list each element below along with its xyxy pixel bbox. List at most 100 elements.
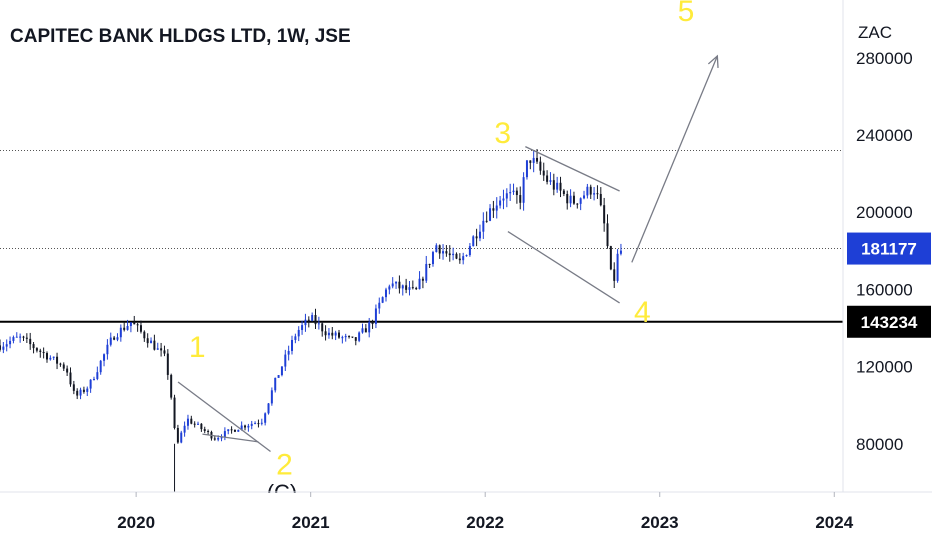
candle-body	[519, 195, 522, 203]
candle-body	[532, 157, 535, 163]
candle-body	[405, 285, 408, 290]
candle-body	[327, 332, 330, 336]
trend-line	[177, 381, 271, 453]
candle-body	[203, 429, 206, 431]
candle-body	[72, 384, 75, 391]
x-tick-label: 2024	[815, 513, 853, 532]
candle-body	[176, 427, 179, 443]
candle-body	[435, 245, 438, 253]
candle-body	[139, 325, 142, 332]
candle-body	[250, 423, 253, 426]
candle-body	[146, 338, 149, 344]
candle-body	[42, 351, 45, 354]
projection-arrow	[631, 55, 718, 263]
candle-body	[311, 315, 314, 321]
candle-body	[337, 332, 340, 338]
projection-arrow-head	[707, 54, 719, 68]
candle-body	[425, 263, 428, 281]
candle-body	[428, 263, 431, 265]
trend-line	[202, 433, 259, 443]
wave-label: 2	[276, 449, 293, 482]
candle-body	[599, 193, 602, 206]
candle-body	[207, 430, 210, 432]
candle-body	[438, 245, 441, 254]
y-tick-label: 120000	[856, 358, 913, 377]
candle-body	[341, 337, 344, 339]
candle-body	[49, 357, 52, 360]
candle-body	[150, 340, 153, 344]
candle-body	[106, 344, 109, 355]
candle-body	[482, 220, 485, 232]
candle-body	[525, 160, 528, 178]
candle-body	[25, 337, 28, 339]
candle-body	[230, 429, 233, 431]
candle-body	[559, 182, 562, 191]
candle-body	[455, 253, 458, 259]
x-tick-label: 2021	[292, 513, 330, 532]
y-tick-label: 200000	[856, 203, 913, 222]
candle-body	[12, 337, 15, 341]
candle-body	[143, 331, 146, 339]
candle-body	[431, 252, 434, 265]
candle-body	[539, 161, 542, 171]
candle-body	[2, 346, 5, 350]
candle-body	[52, 356, 55, 358]
trend-line	[525, 146, 620, 192]
candle-body	[358, 332, 361, 341]
candle-body	[361, 328, 364, 333]
candle-body	[274, 377, 277, 391]
candle-body	[354, 337, 357, 341]
candle-body	[56, 356, 59, 364]
candle-body	[277, 375, 280, 378]
candle-body	[200, 423, 203, 430]
candle-body	[304, 319, 307, 326]
candle-body	[368, 322, 371, 333]
candle-body	[579, 198, 582, 204]
candle-body	[160, 348, 163, 351]
candle-body	[301, 325, 304, 330]
candle-body	[82, 389, 85, 392]
price-tag-label: 143234	[861, 313, 918, 332]
candle-body	[89, 379, 92, 389]
candle-body	[619, 250, 622, 254]
candle-body	[183, 425, 186, 433]
x-tick-label: 2023	[641, 513, 679, 532]
candle-body	[616, 253, 619, 281]
candle-body	[307, 319, 310, 321]
candle-body	[294, 336, 297, 340]
candle-body	[586, 186, 589, 196]
candle-body	[197, 423, 200, 425]
candle-body	[264, 413, 267, 423]
candle-body	[391, 283, 394, 287]
candle-body	[29, 338, 32, 345]
price-tag-label: 181177	[861, 240, 917, 259]
candle-body	[156, 348, 159, 350]
wave-label: 5	[678, 0, 695, 28]
candle-body	[163, 350, 166, 354]
candle-body	[351, 336, 354, 338]
candle-body	[59, 363, 62, 365]
candle-body	[270, 390, 273, 404]
candle-body	[324, 331, 327, 336]
candle-body	[556, 182, 559, 190]
candle-body	[542, 170, 545, 176]
y-tick-label: 80000	[856, 435, 903, 454]
candle-body	[378, 302, 381, 309]
candle-body	[103, 354, 106, 361]
candle-body	[529, 160, 532, 163]
candle-body	[452, 253, 455, 256]
candle-body	[170, 374, 173, 398]
candle-body	[129, 322, 132, 327]
candle-body	[388, 286, 391, 290]
candle-body	[173, 397, 176, 428]
candle-body	[489, 208, 492, 221]
candle-body	[22, 336, 25, 338]
candle-body	[485, 220, 488, 222]
y-tick-label: 160000	[856, 280, 913, 299]
candle-body	[220, 437, 223, 439]
candle-body	[331, 332, 334, 336]
candle-body	[291, 339, 294, 351]
candle-body	[603, 205, 606, 224]
